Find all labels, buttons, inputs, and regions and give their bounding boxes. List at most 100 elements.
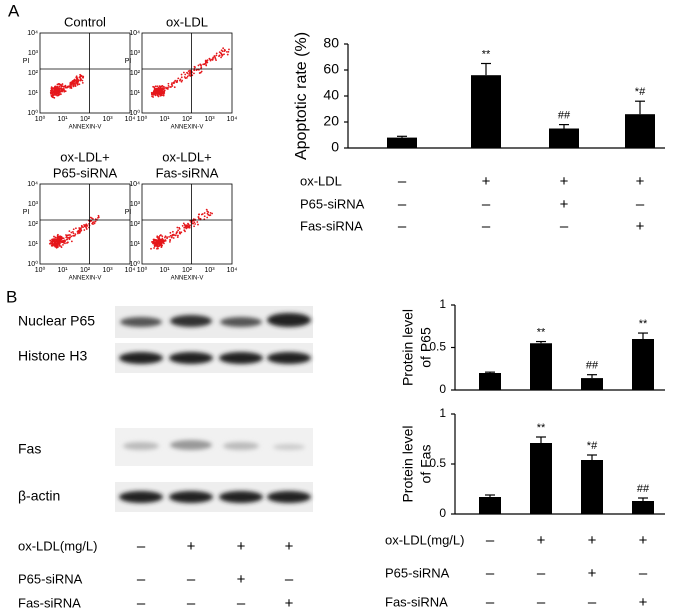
treatment-sign: – bbox=[285, 571, 294, 588]
error-bar bbox=[536, 436, 546, 443]
band bbox=[273, 444, 305, 450]
dot bbox=[82, 75, 85, 78]
treatment-sign: – bbox=[187, 595, 196, 612]
treatment-sign: – bbox=[137, 538, 146, 555]
dot bbox=[150, 247, 152, 250]
dot bbox=[169, 231, 172, 234]
dot bbox=[193, 221, 196, 224]
dot bbox=[178, 226, 181, 229]
dot bbox=[159, 93, 161, 96]
dot bbox=[209, 58, 211, 61]
band bbox=[267, 313, 311, 327]
scatter-dots bbox=[150, 47, 230, 98]
error-bar bbox=[635, 100, 645, 115]
dot bbox=[209, 214, 212, 217]
bar bbox=[632, 501, 654, 514]
blots bbox=[115, 306, 313, 512]
plot-title: ox-LDL bbox=[166, 14, 208, 29]
dot bbox=[176, 226, 179, 229]
dot bbox=[154, 243, 157, 246]
dot bbox=[160, 90, 163, 93]
dot bbox=[211, 59, 214, 61]
significance-label: *# bbox=[635, 86, 646, 98]
dot bbox=[176, 236, 179, 239]
dot bbox=[81, 81, 84, 84]
y-tick-label: 10² bbox=[130, 221, 141, 228]
dot bbox=[58, 85, 61, 88]
y-tick-label: 10² bbox=[28, 221, 39, 228]
dot bbox=[165, 86, 167, 89]
treatment-sign: – bbox=[482, 196, 491, 213]
treatment-sign: – bbox=[398, 173, 407, 190]
dot bbox=[79, 230, 82, 233]
dot bbox=[186, 72, 189, 75]
dot bbox=[163, 91, 166, 93]
dot bbox=[58, 92, 61, 94]
treatment-sign: + bbox=[237, 571, 246, 588]
dot bbox=[170, 86, 172, 88]
dot bbox=[156, 244, 159, 247]
dot bbox=[167, 82, 170, 85]
error-bar bbox=[638, 332, 648, 339]
plot-frame bbox=[141, 183, 233, 265]
plot-title: Control bbox=[64, 14, 106, 29]
dot bbox=[51, 240, 54, 243]
dot bbox=[177, 234, 179, 237]
treatment-sign: + bbox=[560, 196, 569, 213]
dot bbox=[166, 87, 169, 90]
dot bbox=[56, 235, 59, 238]
significance-label: ## bbox=[558, 110, 571, 122]
dot bbox=[62, 243, 64, 246]
y-tick-label: 10³ bbox=[28, 50, 39, 57]
dot bbox=[66, 236, 69, 239]
dot bbox=[65, 234, 68, 237]
treatment-sign: + bbox=[285, 595, 294, 612]
y-tick-label: 10⁴ bbox=[129, 30, 140, 37]
dot bbox=[227, 50, 230, 53]
dot bbox=[184, 77, 187, 79]
dot bbox=[60, 93, 62, 96]
dot bbox=[158, 243, 161, 246]
dot bbox=[162, 239, 165, 242]
dot bbox=[70, 235, 73, 238]
dot bbox=[57, 93, 60, 96]
dot bbox=[51, 89, 54, 92]
band bbox=[119, 491, 163, 503]
treatment-sign: + bbox=[588, 565, 597, 582]
x-tick-label: 10⁰ bbox=[137, 266, 148, 274]
dot bbox=[159, 234, 161, 237]
y-tick-label: 10¹ bbox=[28, 90, 39, 97]
y-tick-label: 10⁴ bbox=[129, 181, 140, 188]
dot bbox=[74, 83, 77, 86]
dot bbox=[207, 211, 210, 213]
dot bbox=[84, 224, 87, 227]
x-tick-label: 10¹ bbox=[57, 267, 68, 274]
dot bbox=[71, 81, 74, 84]
dot bbox=[55, 239, 58, 242]
dot bbox=[64, 242, 66, 245]
y-tick-label: 1 bbox=[439, 297, 446, 311]
treatment-sign: – bbox=[486, 532, 495, 549]
dot bbox=[78, 227, 81, 230]
treatment-sign: – bbox=[482, 218, 491, 235]
dot bbox=[206, 59, 209, 62]
dot bbox=[215, 52, 218, 55]
panel-label: B bbox=[6, 287, 17, 306]
dot bbox=[169, 234, 172, 237]
plot-title: ox-LDL+ bbox=[162, 149, 212, 164]
dot bbox=[78, 231, 80, 234]
treatment-label: P65-siRNA bbox=[385, 565, 450, 580]
x-tick-label: 10² bbox=[182, 267, 193, 274]
dot bbox=[66, 86, 68, 89]
x-tick-label: 10³ bbox=[204, 267, 215, 274]
dot bbox=[212, 56, 215, 59]
dot bbox=[177, 77, 180, 80]
band bbox=[220, 317, 262, 327]
dot bbox=[226, 53, 229, 56]
bar bbox=[581, 378, 603, 390]
dot bbox=[70, 231, 73, 234]
treatment-sign: – bbox=[486, 594, 495, 611]
y-axis-label: of P65 bbox=[418, 327, 434, 368]
bar bbox=[549, 128, 579, 148]
dot bbox=[228, 48, 230, 51]
